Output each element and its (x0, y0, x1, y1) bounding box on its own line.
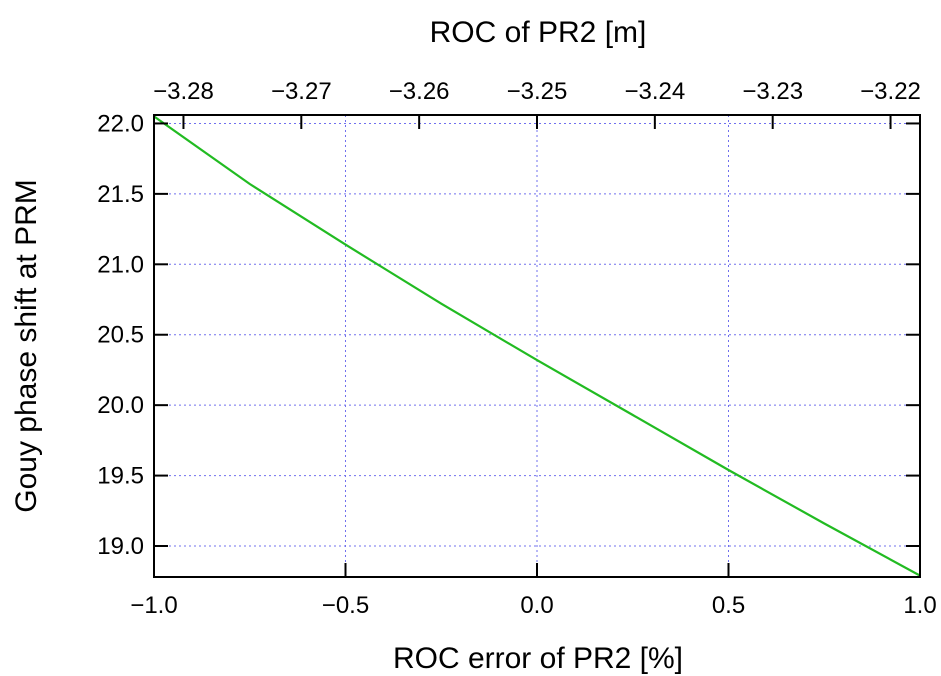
y-tick-label: 19.5 (97, 463, 144, 490)
y-tick-label: 21.5 (97, 181, 144, 208)
y-axis-title: Gouy phase shift at PRM (10, 179, 43, 513)
top-x-tick-label: −3.28 (153, 78, 214, 105)
grid (154, 115, 920, 577)
y-tick-label: 21.0 (97, 251, 144, 278)
x-tick-label: 0.5 (712, 592, 745, 619)
top-axis-title: ROC of PR2 [m] (430, 16, 647, 49)
top-x-tick-label: −3.23 (742, 78, 803, 105)
ticks (153, 115, 921, 577)
top-x-tick-label: −3.26 (389, 78, 450, 105)
x-tick-label: −0.5 (322, 592, 369, 619)
x-axis-title: ROC error of PR2 [%] (393, 642, 683, 675)
series-line (153, 115, 921, 577)
y-tick-label: 20.5 (97, 322, 144, 349)
top-x-tick-label: −3.25 (507, 78, 568, 105)
tick-labels: −1.0 −0.5 0.0 0.5 1.0 −3.28 −3.27 −3.26 −3.25 −3.… (97, 78, 936, 619)
x-tick-label: 1.0 (903, 592, 936, 619)
top-x-tick-label: −3.27 (271, 78, 332, 105)
top-x-tick-label: −3.22 (860, 78, 921, 105)
y-tick-label: 20.0 (97, 392, 144, 419)
top-x-tick-label: −3.24 (624, 78, 685, 105)
x-tick-label: −1.0 (130, 592, 177, 619)
y-tick-label: 19.0 (97, 533, 144, 560)
x-tick-label: 0.0 (520, 592, 553, 619)
y-tick-label: 22.0 (97, 110, 144, 137)
series-layer (153, 115, 921, 577)
